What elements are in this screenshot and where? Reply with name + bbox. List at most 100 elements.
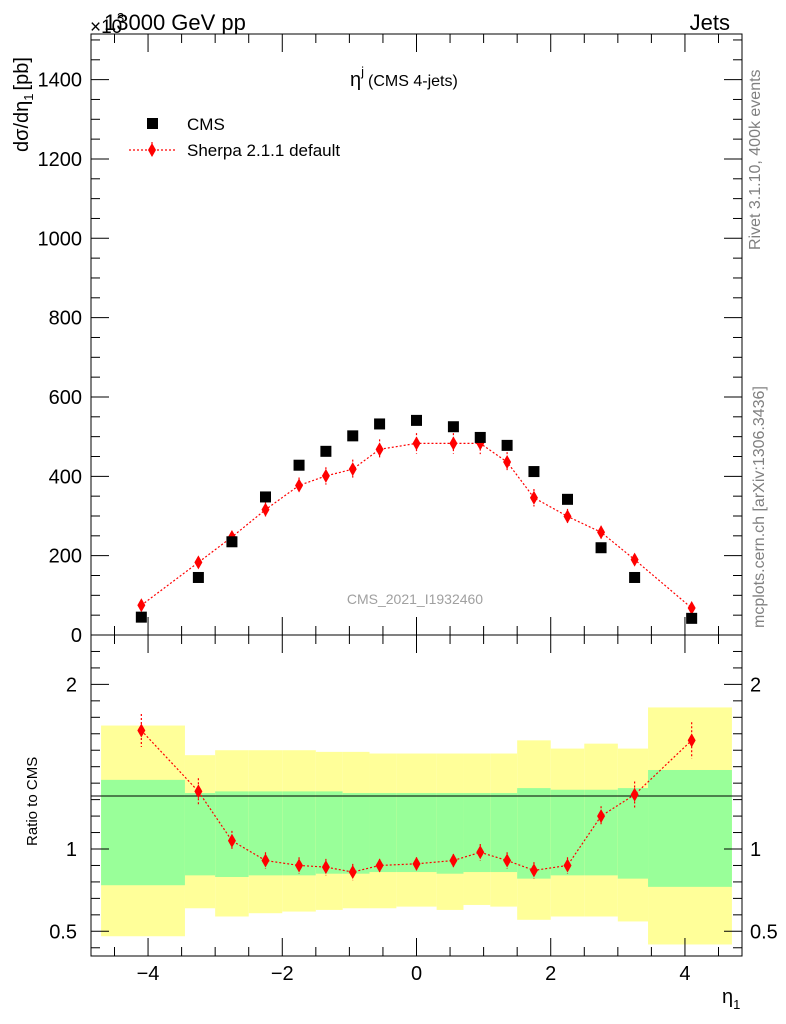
- ratio-y-tick-label-left: 2: [66, 674, 77, 696]
- main-data-series: [135, 414, 698, 624]
- mcplots-label: mcplots.cern.ch [arXiv:1306.3436]: [751, 386, 768, 628]
- ratio-sherpa-point: [529, 863, 538, 878]
- x-tick-labels: −4 −2 0 2 4: [137, 963, 691, 985]
- legend: CMS Sherpa 2.1.1 default: [129, 115, 340, 160]
- inner-uncertainty-band: [315, 791, 343, 874]
- legend-cms-label: CMS: [187, 115, 225, 134]
- x-tick-label: 0: [411, 963, 422, 985]
- cms-point: [226, 536, 238, 548]
- ratio-y-axis-label: Ratio to CMS: [24, 757, 41, 846]
- ratio-sherpa-point: [348, 865, 357, 880]
- ratio-sherpa-point: [194, 784, 203, 799]
- sherpa-point: [194, 555, 203, 570]
- ratio-sherpa-point: [137, 723, 146, 738]
- cms-point: [135, 611, 147, 623]
- main-y-tick-labels: 0 200 400 600 800 1000 1200 1400: [38, 70, 83, 647]
- sherpa-point: [597, 525, 606, 540]
- sherpa-line: [140, 442, 693, 609]
- cms-point: [259, 491, 271, 503]
- x-tick-label: −4: [137, 963, 160, 985]
- main-y-tick-label: 800: [49, 308, 82, 330]
- ratio-y-tick-label-right: 2: [750, 674, 761, 696]
- sherpa-point: [503, 455, 512, 470]
- sherpa-point: [295, 478, 304, 493]
- cms-point: [411, 414, 422, 426]
- cms-point: [347, 430, 359, 442]
- sherpa-point: [348, 462, 357, 477]
- main-y-tick-label: 1400: [38, 70, 83, 92]
- ratio-sherpa-point: [563, 858, 572, 873]
- analysis-label: CMS_2021_I1932460: [347, 591, 483, 607]
- ratio-sherpa-point: [261, 853, 270, 868]
- cms-point: [528, 466, 540, 478]
- cms-point: [474, 431, 486, 443]
- ratio-sherpa-point: [597, 809, 606, 824]
- ratio-panel-frame: [90, 634, 743, 957]
- ratio-sherpa-point: [449, 853, 458, 868]
- ratio-sherpa-point: [321, 860, 330, 875]
- cms-point: [320, 445, 332, 457]
- sherpa-point: [261, 502, 270, 517]
- x-tick-label: 4: [679, 963, 690, 985]
- ratio-sherpa-line: [140, 730, 693, 873]
- sherpa-point: [563, 509, 572, 524]
- energy-label: 13000 GeV pp: [104, 10, 246, 35]
- main-y-tick-label: 0: [71, 625, 82, 647]
- rivet-label: Rivet 3.1.10, 400k events: [747, 69, 764, 250]
- x-axis-label: η1: [722, 986, 740, 1012]
- cms-point: [192, 571, 204, 583]
- exponent-power: 3: [117, 10, 124, 25]
- ratio-sherpa-point: [476, 845, 485, 860]
- ratio-data-series: [137, 714, 696, 881]
- ratio-y-tick-label-left: 1: [66, 839, 77, 861]
- cms-point: [595, 542, 607, 554]
- ratio-y-tick-label-right: 1: [750, 839, 761, 861]
- inner-uncertainty-band: [101, 779, 185, 886]
- sherpa-point: [630, 552, 639, 567]
- ratio-sherpa-point: [687, 733, 696, 748]
- main-title: ηj(CMS 4-jets): [350, 64, 458, 91]
- inner-uncertainty-band: [584, 789, 618, 876]
- ratio-y-tick-label-left: 0.5: [49, 921, 77, 943]
- ratio-sherpa-point: [412, 856, 421, 871]
- cms-point: [447, 421, 459, 433]
- main-y-tick-label: 600: [49, 387, 82, 409]
- exponent-label: ×10: [90, 17, 122, 38]
- main-y-tick-label: 400: [49, 466, 82, 488]
- x-tick-label: −2: [271, 963, 294, 985]
- inner-uncertainty-band: [369, 793, 397, 873]
- x-tick-label: 2: [545, 963, 556, 985]
- cms-point: [374, 418, 386, 430]
- main-y-tick-label: 1000: [38, 228, 83, 250]
- legend-cms-marker: [147, 118, 158, 129]
- ratio-sherpa-point: [503, 853, 512, 868]
- sherpa-point: [375, 442, 384, 457]
- cms-point: [629, 571, 641, 583]
- main-panel: ηj(CMS 4-jets) CMS_2021_I1932460 dσ/dη1[…: [11, 33, 743, 647]
- sherpa-point: [449, 436, 458, 451]
- main-y-axis-label: dσ/dη1[pb]: [11, 57, 36, 152]
- ratio-y-tick-label-right: 0.5: [750, 921, 778, 943]
- sherpa-point: [137, 598, 146, 613]
- cms-point: [686, 612, 698, 624]
- ratio-uncertainty-bands: [101, 707, 732, 945]
- sherpa-point: [321, 468, 330, 483]
- main-y-tick-label: 200: [49, 546, 82, 568]
- ratio-panel: 0.5 0.5 1 1 2 2 Ratio to CMS −4 −2 0 2 4 η1: [24, 634, 778, 1012]
- inner-uncertainty-band: [342, 793, 370, 874]
- ratio-sherpa-point: [630, 787, 639, 802]
- main-y-tick-label: 1200: [38, 149, 83, 171]
- inner-uncertainty-band: [617, 788, 649, 879]
- category-label: Jets: [690, 10, 730, 35]
- cms-point: [501, 439, 513, 451]
- inner-uncertainty-band: [463, 793, 491, 873]
- inner-uncertainty-band: [184, 793, 216, 876]
- cms-point: [562, 493, 574, 505]
- ratio-sherpa-point: [227, 833, 236, 848]
- sherpa-point: [412, 436, 421, 451]
- sherpa-point: [687, 601, 696, 616]
- legend-sherpa-label: Sherpa 2.1.1 default: [187, 141, 340, 160]
- ratio-axis-ticks: [91, 635, 742, 956]
- main-axis-ticks: [91, 34, 742, 636]
